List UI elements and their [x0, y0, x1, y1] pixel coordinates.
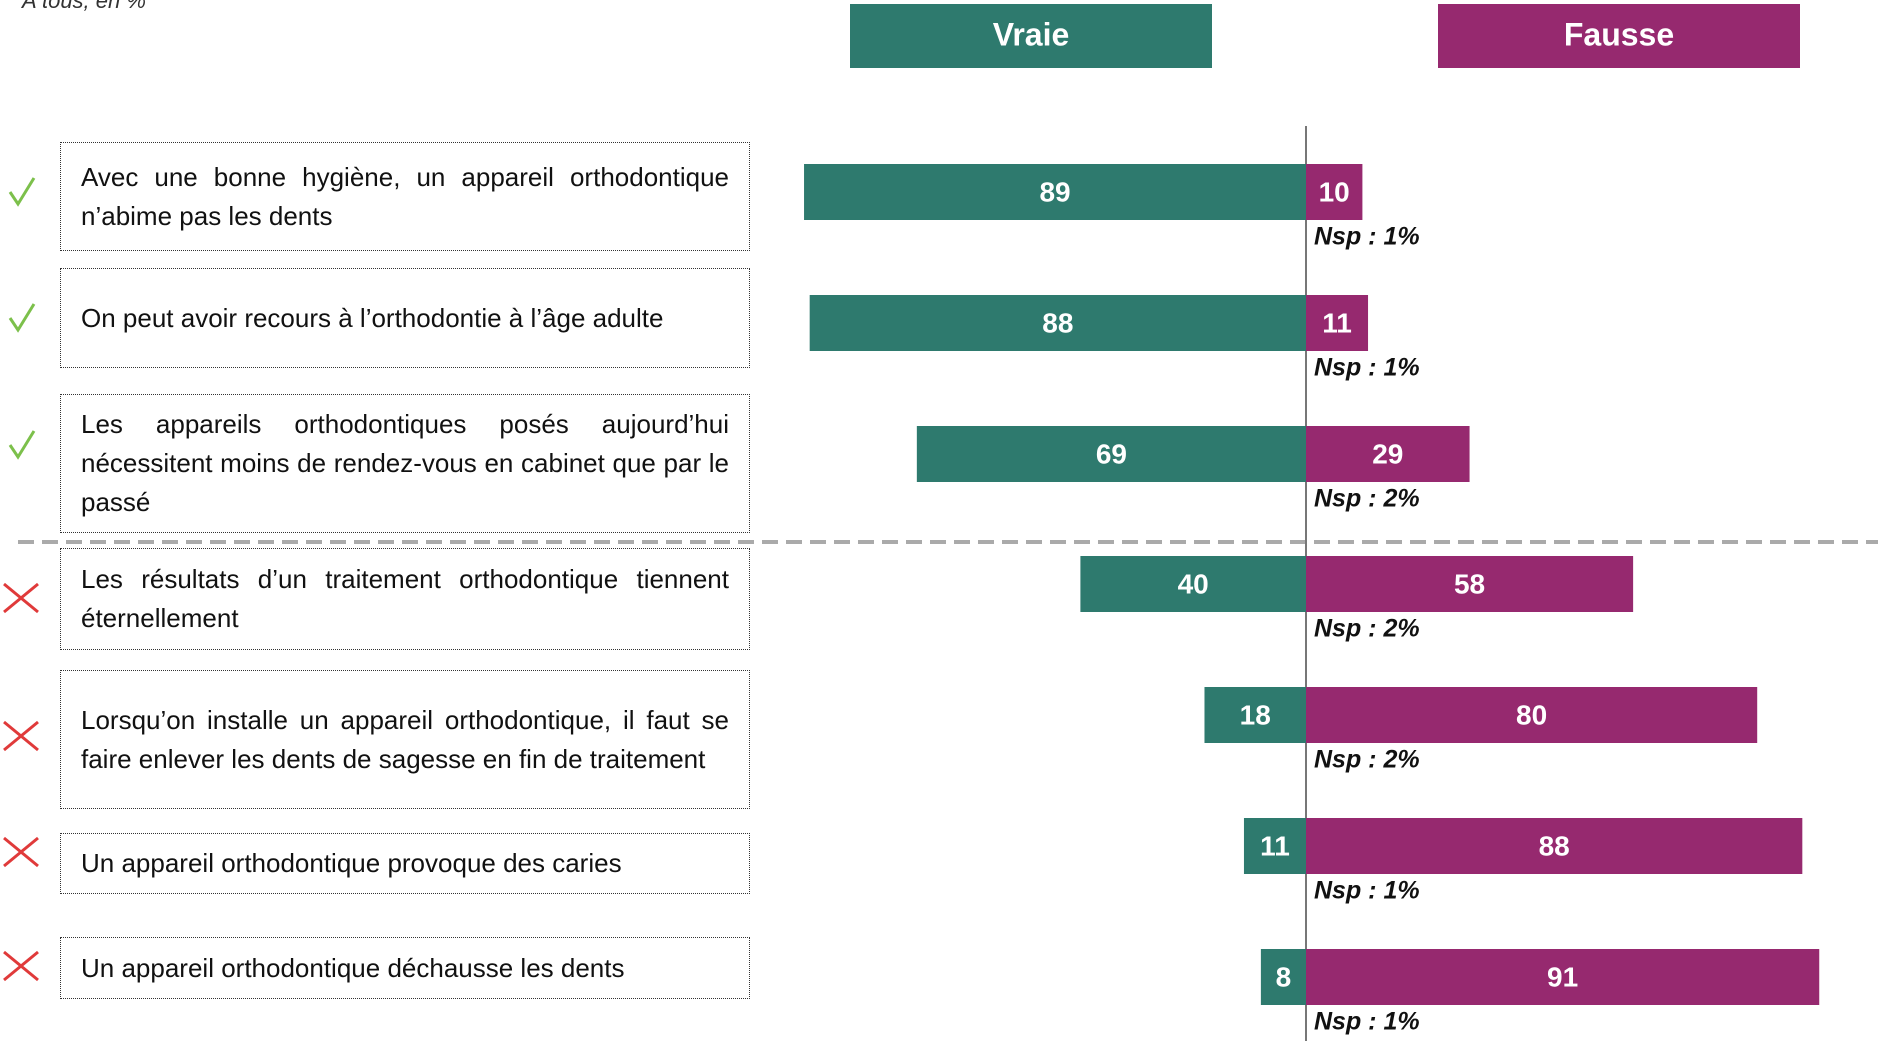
bar-label: 91 [1547, 961, 1578, 992]
bar [1306, 295, 1369, 351]
nsp-label: Nsp : 1% [1314, 877, 1420, 905]
statement: Avec une bonne hygiène, un appareil orth… [81, 161, 729, 231]
bar [804, 164, 1306, 220]
nsp-label: Nsp : 2% [1314, 746, 1420, 774]
bar-label: 8 [1276, 961, 1292, 992]
bar [916, 426, 1306, 482]
bar-label: 89 [1039, 176, 1070, 207]
statement: On peut avoir recours à l’orthodontie à … [81, 302, 664, 333]
bar [1306, 556, 1634, 612]
cross-icon [3, 836, 39, 868]
statement-box: Les appareils orthodontiques posés aujou… [60, 394, 750, 533]
bar-label: 11 [1260, 830, 1290, 861]
bar-label: 88 [1539, 830, 1570, 861]
legend-label: Vraie [993, 16, 1070, 52]
statement: Lorsqu’on installe un appareil orthodont… [81, 704, 729, 774]
bar-label: 18 [1240, 699, 1271, 730]
bar-label: 58 [1454, 568, 1485, 599]
bar-label: 88 [1042, 307, 1073, 338]
bar-label: 69 [1096, 438, 1127, 469]
bar [1080, 556, 1306, 612]
bar [1306, 426, 1470, 482]
bar [1306, 687, 1758, 743]
statement-box: On peut avoir recours à l’orthodontie à … [60, 268, 750, 368]
bar-label: 40 [1178, 568, 1209, 599]
statement-box: Les résultats d’un traitement orthodonti… [60, 548, 750, 650]
cross-icon [3, 582, 39, 614]
bar [1204, 687, 1306, 743]
legend-label: Fausse [1564, 16, 1674, 52]
cross-icon [3, 720, 39, 752]
nsp-label: Nsp : 1% [1314, 1008, 1420, 1036]
check-icon [8, 430, 36, 460]
bar-label: 11 [1322, 307, 1352, 338]
legend-box [1438, 4, 1800, 68]
nsp-label: Nsp : 1% [1314, 354, 1420, 382]
check-icon [8, 303, 36, 333]
bar [809, 295, 1306, 351]
statement: Un appareil orthodontique provoque des c… [81, 848, 622, 878]
bar-label: 29 [1372, 438, 1403, 469]
statement-box: Avec une bonne hygiène, un appareil orth… [60, 142, 750, 251]
bar [1306, 949, 1820, 1005]
bar [1243, 818, 1306, 874]
check-icon [8, 177, 36, 207]
bar [1306, 164, 1363, 220]
cross-icon [3, 950, 39, 982]
statement-box: Un appareil orthodontique provoque des c… [60, 833, 750, 894]
statement: Un appareil orthodontique déchausse les … [81, 952, 625, 983]
statement: Les résultats d’un traitement orthodonti… [81, 564, 729, 633]
bar [1306, 818, 1803, 874]
nsp-label: Nsp : 2% [1314, 615, 1420, 643]
statement: Les appareils orthodontiques posés aujou… [81, 409, 729, 517]
bar [1260, 949, 1306, 1005]
statement-box: Lorsqu’on installe un appareil orthodont… [60, 670, 750, 809]
nsp-label: Nsp : 2% [1314, 485, 1420, 513]
icons [3, 177, 39, 982]
legend-box [850, 4, 1212, 68]
statement-box: Un appareil orthodontique déchausse les … [60, 937, 750, 999]
subtitle: A tous, en % [22, 0, 146, 13]
nsp-label: Nsp : 1% [1314, 223, 1420, 251]
bar-label: 80 [1516, 699, 1547, 730]
bar-label: 10 [1319, 176, 1350, 207]
